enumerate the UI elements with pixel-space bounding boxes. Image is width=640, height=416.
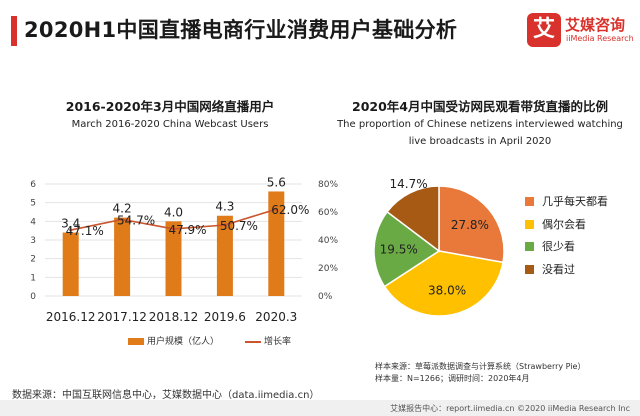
- rate-value-label: 62.0%: [271, 203, 309, 217]
- y-left-tick-label: 3: [30, 236, 36, 246]
- legend-swatch: [525, 242, 534, 251]
- line-point: [171, 227, 176, 231]
- pie-slice-label: 27.8%: [451, 218, 489, 232]
- x-tick-label: 2020.3: [255, 310, 297, 324]
- bar-chart-legend: 用户规模（亿人） 增长率: [128, 334, 291, 347]
- logo-name-en: iiMedia Research: [566, 34, 634, 43]
- y-right-tick-label: 20%: [318, 264, 338, 274]
- y-right-tick-label: 80%: [318, 180, 338, 190]
- pie-slice-label: 38.0%: [428, 283, 466, 297]
- pie-slice: [386, 185, 440, 253]
- y-left-tick-label: 2: [30, 255, 36, 265]
- y-left-tick-label: 5: [30, 199, 36, 209]
- left-chart-title: 2016-2020年3月中国网络直播用户: [65, 99, 275, 114]
- legend-label: 偶尔会看: [542, 217, 586, 231]
- y-right-tick-label: 40%: [318, 236, 338, 246]
- bar: [62, 232, 79, 296]
- data-source: 数据来源：中国互联网信息中心，艾媒数据中心（data.iimedia.cn）: [12, 390, 320, 401]
- rate-value-label: 47.9%: [168, 223, 206, 237]
- y-right-tick-label: 0%: [318, 292, 333, 302]
- bar-value-label: 4.2: [113, 202, 132, 216]
- logo-mark: 艾: [527, 13, 561, 47]
- legend-swatch-line: [245, 340, 262, 343]
- pie-slice: [373, 210, 441, 288]
- y-left-tick-label: 1: [30, 273, 36, 283]
- rate-value-label: 50.7%: [220, 219, 258, 233]
- sample-source-note: 样本来源：草莓派数据调查与计算系统（Strawberry Pie）: [375, 362, 586, 371]
- left-chart-subtitle: March 2016-2020 China Webcast Users: [71, 119, 269, 130]
- y-left-tick-label: 0: [30, 292, 36, 302]
- legend-label-bar: 用户规模（亿人）: [147, 337, 220, 347]
- line-point: [223, 223, 227, 227]
- y-left-tick-label: 4: [30, 217, 36, 227]
- legend-label: 几乎每天都看: [542, 195, 608, 208]
- pie-slice-label: 14.7%: [390, 177, 428, 191]
- bar: [114, 217, 131, 296]
- bar-value-label: 5.6: [267, 175, 286, 189]
- watch-frequency-pie-chart: 27.8% 38.0% 19.5% 14.7%: [373, 177, 505, 317]
- bar-value-label: 3.4: [61, 217, 80, 231]
- bar-value-label: 4.3: [215, 200, 234, 214]
- y-left-tick-label: 6: [30, 180, 36, 190]
- legend-swatch: [525, 219, 534, 229]
- right-chart-subtitle: The proportion of Chinese netizens inter…: [337, 119, 623, 147]
- title-accent-bar: [11, 16, 17, 46]
- line-point: [274, 207, 278, 211]
- pie-slice-label: 19.5%: [380, 243, 418, 257]
- x-tick-label: 2017.12: [97, 310, 147, 324]
- x-tick-label: 2019.6: [204, 310, 246, 324]
- line-point: [69, 228, 73, 232]
- pie-slice: [438, 185, 505, 264]
- x-tick-label: 2018.12: [149, 310, 199, 324]
- legend-swatch-bar: [128, 338, 144, 345]
- rate-value-label: 47.1%: [66, 224, 104, 238]
- right-chart-title: 2020年4月中国受访网民观看带货直播的比例: [352, 99, 608, 114]
- legend-swatch: [525, 264, 534, 274]
- logo-name-cn: 艾媒咨询: [565, 16, 626, 34]
- page-title: 2020H1中国直播电商行业消费用户基础分析: [24, 18, 458, 42]
- x-tick-label: 2016.12: [46, 310, 96, 324]
- legend-swatch: [525, 197, 534, 206]
- legend-label: 很少看: [542, 240, 575, 253]
- bar: [165, 221, 182, 296]
- brand-logo: 艾 艾媒咨询 iiMedia Research: [527, 13, 634, 49]
- sample-size-note: 样本量：N=1266；调研时间：2020年4月: [375, 374, 530, 383]
- legend-label: 没看过: [542, 262, 575, 276]
- legend-label-line: 增长率: [264, 337, 292, 347]
- rate-value-label: 54.7%: [117, 213, 155, 227]
- bar: [268, 191, 285, 296]
- bar: [216, 215, 233, 296]
- y-right-tick-label: 60%: [318, 208, 338, 218]
- line-point: [120, 217, 124, 222]
- footer-text: 艾媒报告中心：report.iimedia.cn ©2020 iiMedia R…: [390, 404, 630, 413]
- footer-bar: 艾媒报告中心：report.iimedia.cn ©2020 iiMedia R…: [0, 400, 640, 416]
- bar-value-label: 4.0: [164, 205, 183, 219]
